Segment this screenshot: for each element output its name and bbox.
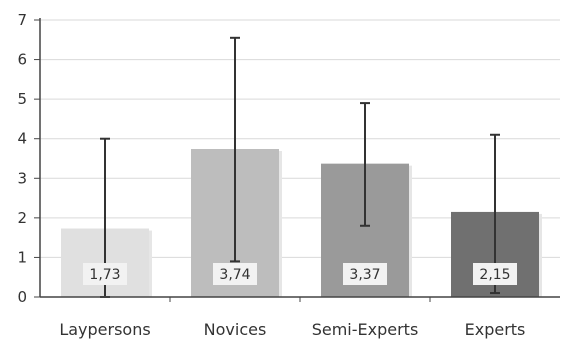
axes: 0 1 2 3 4 5 6 7 Laypersons Novices Semi-Experts Exp…	[17, 11, 560, 339]
data-label-box	[83, 263, 127, 285]
y-tick-label: 2	[17, 209, 27, 227]
data-label-box	[343, 263, 387, 285]
data-label: 1,73	[89, 267, 120, 283]
gridlines	[40, 19, 560, 258]
data-label-box	[473, 263, 517, 285]
y-tick-label: 3	[17, 169, 27, 187]
y-tick-label: 1	[17, 248, 27, 266]
error-bars	[100, 36, 500, 298]
y-tick-label: 6	[17, 51, 27, 69]
y-tick-label: 5	[17, 90, 27, 108]
y-tick-label: 7	[17, 11, 27, 29]
data-label-box	[213, 263, 257, 285]
bars	[61, 149, 542, 297]
y-tick-label: 4	[17, 130, 27, 148]
x-category-label: Novices	[204, 320, 267, 339]
data-label: 3,37	[349, 267, 380, 283]
data-label: 3,74	[219, 267, 250, 283]
data-labels: 1,73 3,74 3,37 2,15	[83, 263, 517, 285]
y-tick-label: 0	[17, 288, 27, 306]
data-label: 2,15	[479, 267, 510, 283]
x-category-label: Semi-Experts	[312, 320, 419, 339]
x-category-label: Experts	[465, 320, 526, 339]
x-category-label: Laypersons	[59, 320, 150, 339]
